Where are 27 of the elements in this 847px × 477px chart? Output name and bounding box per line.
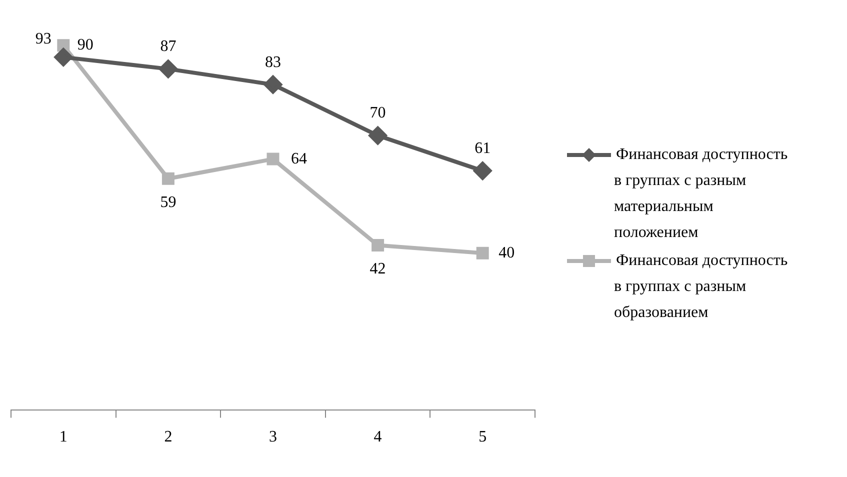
data-label: 83: [265, 54, 281, 71]
x-tick-label: 4: [374, 428, 382, 446]
data-label: 40: [498, 244, 515, 262]
x-tick-label: 1: [59, 428, 68, 446]
point: [57, 39, 70, 52]
legend-label: Финансовая доступность в группах с разным материальным положением: [614, 146, 788, 242]
data-label: 64: [291, 150, 307, 168]
data-label: 42: [370, 260, 386, 278]
point: [54, 48, 72, 66]
point: [476, 246, 489, 260]
point: [159, 60, 178, 78]
data-label: 70: [370, 104, 386, 122]
data-label: 61: [474, 140, 491, 158]
point: [368, 126, 387, 145]
data-label: 93: [35, 30, 52, 48]
point: [474, 162, 492, 180]
legend-label: Финансовая доступность в группах с разным образованием: [614, 252, 788, 322]
data-label: 90: [77, 36, 94, 54]
data-label: 59: [160, 194, 176, 211]
point: [372, 239, 384, 252]
data-label: 87: [160, 38, 176, 56]
x-tick-label: 5: [478, 428, 487, 446]
point: [264, 76, 282, 94]
x-tick-label: 2: [164, 428, 172, 446]
x-tick-label: 3: [269, 428, 277, 446]
point: [266, 152, 280, 166]
point: [162, 172, 174, 185]
